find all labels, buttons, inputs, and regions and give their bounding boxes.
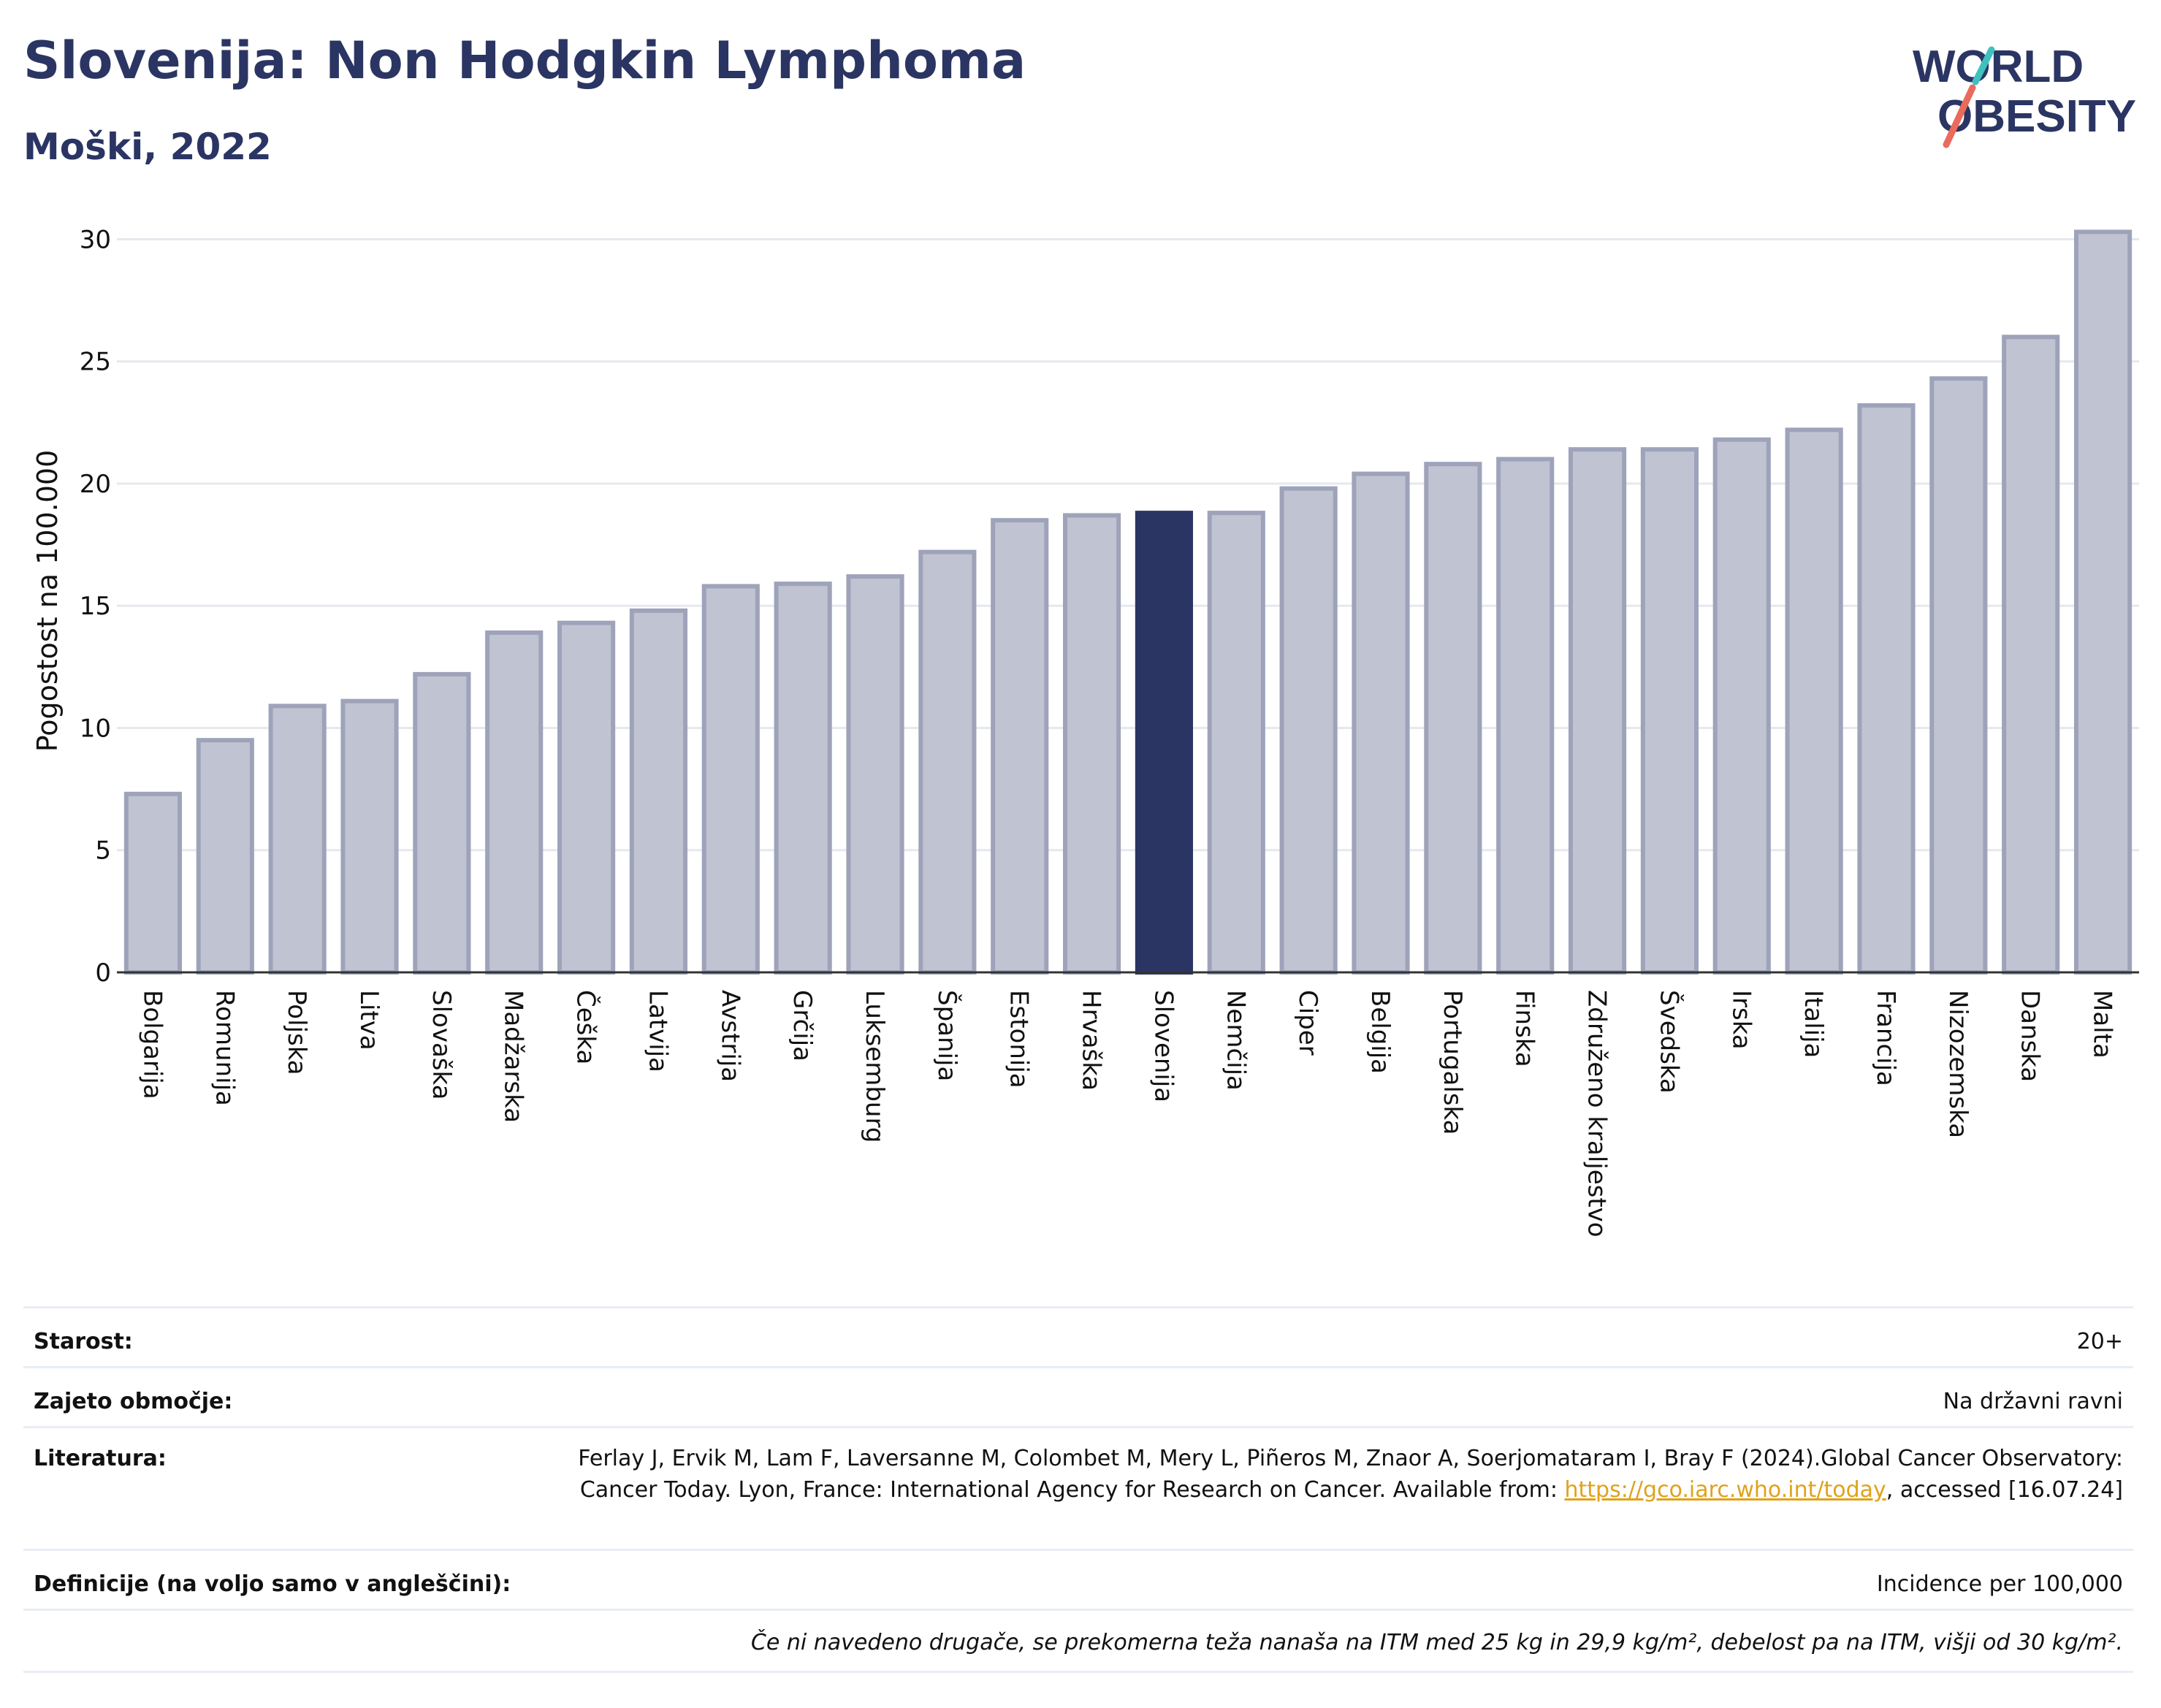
bar-Švedska	[1640, 447, 1699, 975]
x-tick-label: Češka	[571, 990, 601, 1064]
row-coverage: Zajeto območje: Na državni ravni	[23, 1366, 2133, 1428]
bar-Ciper	[1279, 486, 1338, 975]
y-axis-label: Pogostost na 100.000	[31, 450, 64, 752]
x-tick-label: Grčija	[788, 990, 817, 1061]
literature-value: Ferlay J, Ervik M, Lam F, Laversanne M, …	[516, 1443, 2123, 1506]
x-axis-ticks: Bolgarija Romunija Poljska Litva Slovaška Mad…	[137, 990, 2116, 1238]
definitions-label: Definicije (na voljo samo v angleščini):	[34, 1571, 511, 1597]
coverage-value: Na državni ravni	[1943, 1389, 2123, 1414]
bar-Romunija	[196, 738, 254, 975]
bar-Litva	[340, 698, 399, 975]
bar-Bolgarija	[123, 791, 183, 975]
bar-Hrvaška	[1062, 513, 1121, 975]
x-tick-label: Francija	[1871, 990, 1900, 1086]
bar-Danska	[2002, 335, 2060, 975]
x-tick-label: Bolgarija	[137, 990, 167, 1099]
y-tick-label: 5	[95, 836, 111, 866]
age-label: Starost:	[34, 1329, 133, 1354]
bar-Madžarska	[485, 630, 544, 975]
coverage-label: Zajeto območje:	[34, 1389, 233, 1414]
bar-Malta	[2073, 229, 2133, 975]
logo-line1: WORLD	[1913, 42, 2084, 92]
bar-Italija	[1785, 427, 1843, 975]
literature-link[interactable]: https://gco.iarc.who.int/today	[1564, 1477, 1886, 1503]
y-tick-label: 0	[95, 958, 111, 988]
x-tick-label: Slovaška	[427, 990, 456, 1099]
x-tick-label: Portugalska	[1438, 990, 1467, 1135]
x-tick-label: Združeno kraljestvo	[1582, 990, 1612, 1238]
y-axis-ticks: 0 5 10 15 20 25 30	[80, 225, 111, 988]
bar-Belgija	[1352, 471, 1410, 975]
x-tick-label: Luksemburg	[860, 990, 889, 1143]
x-tick-label: Danska	[2016, 990, 2045, 1082]
literature-label: Literatura:	[34, 1446, 167, 1471]
definitions-value: Incidence per 100,000	[1876, 1571, 2123, 1597]
bar-Estonija	[991, 518, 1049, 975]
x-tick-label: Irska	[1726, 990, 1756, 1050]
literature-text-2: , accessed [16.07.24]	[1886, 1477, 2123, 1503]
x-tick-label: Švedska	[1654, 990, 1684, 1094]
row-literature: Literatura: Ferlay J, Ervik M, Lam F, La…	[23, 1426, 2133, 1551]
bar-Nemčija	[1207, 511, 1265, 975]
bar-Avstrija	[701, 584, 760, 975]
x-tick-label: Romunija	[210, 990, 239, 1106]
x-tick-label: Nizozemska	[1943, 990, 1973, 1138]
bar-Portugalska	[1424, 462, 1482, 975]
bars	[123, 229, 2133, 975]
bar-Francija	[1857, 403, 1916, 975]
literature-text-1: Ferlay J, Ervik M, Lam F, Laversanne M, …	[578, 1446, 2123, 1503]
x-tick-label: Slovenija	[1148, 990, 1178, 1102]
bar-Latvija	[629, 608, 688, 975]
row-definitions: Definicije (na voljo samo v angleščini):…	[23, 1549, 2133, 1611]
age-value: 20+	[2076, 1329, 2123, 1354]
bar-Češka	[557, 620, 616, 975]
x-tick-label: Hrvaška	[1077, 990, 1106, 1091]
world-obesity-logo: WORLD OBESITY	[1913, 42, 2136, 148]
y-tick-label: 25	[80, 348, 111, 377]
bar-Slovenija	[1135, 511, 1194, 975]
bar-Poljska	[268, 704, 327, 975]
x-tick-label: Belgija	[1365, 990, 1395, 1074]
x-tick-label: Italija	[1799, 990, 1828, 1058]
row-age: Starost: 20+	[23, 1306, 2133, 1368]
bar-Irska	[1712, 437, 1771, 975]
y-tick-label: 30	[80, 225, 111, 254]
bar-Grčija	[774, 582, 832, 975]
x-tick-label: Finska	[1510, 990, 1539, 1067]
obesity-definition-note: Če ni navedeno drugače, se prekomerna te…	[750, 1630, 2123, 1655]
bar-chart: 0 5 10 15 20 25 30 Bolgarija Romunija Poljska Lit…	[31, 225, 2139, 1238]
x-tick-label: Madžarska	[499, 990, 528, 1123]
y-tick-label: 15	[80, 592, 111, 621]
page-title: Slovenija: Non Hodgkin Lymphoma	[23, 31, 1026, 91]
row-note: Če ni navedeno drugače, se prekomerna te…	[23, 1609, 2133, 1673]
bar-Združeno kraljestvo	[1568, 447, 1627, 975]
x-tick-label: Avstrija	[715, 990, 744, 1082]
bar-Finska	[1496, 457, 1555, 975]
x-tick-label: Ciper	[1293, 990, 1322, 1056]
bar-Luksemburg	[846, 574, 904, 975]
x-tick-label: Španija	[932, 990, 962, 1081]
x-tick-label: Poljska	[282, 990, 311, 1075]
logo-line2: OBESITY	[1937, 91, 2136, 142]
bar-Španija	[918, 549, 977, 975]
bar-Slovaška	[413, 671, 471, 975]
bar-Nizozemska	[1929, 376, 1988, 975]
x-tick-label: Estonija	[1005, 990, 1034, 1089]
x-tick-label: Nemčija	[1221, 990, 1250, 1091]
y-tick-label: 20	[80, 470, 111, 499]
x-tick-label: Malta	[2088, 990, 2117, 1059]
y-tick-label: 10	[80, 714, 111, 743]
page-subtitle: Moški, 2022	[23, 126, 272, 168]
x-tick-label: Latvija	[643, 990, 672, 1072]
x-tick-label: Litva	[354, 990, 384, 1051]
